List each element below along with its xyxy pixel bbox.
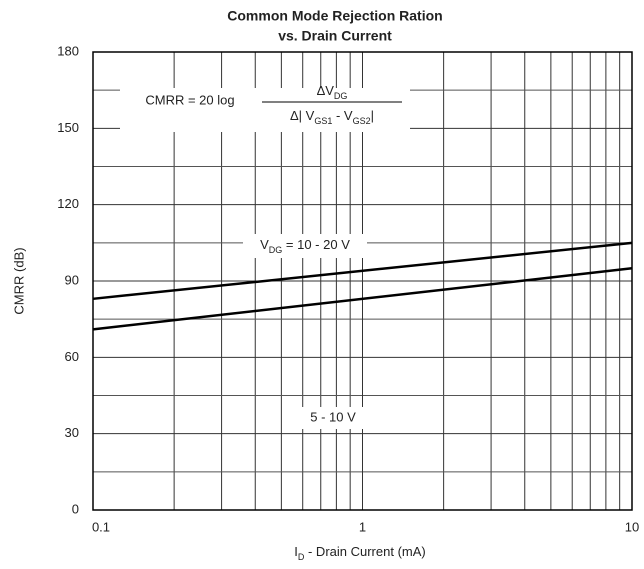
- series-label-part: = 10 - 20 V: [282, 237, 350, 252]
- x-axis-label-part: D: [298, 552, 305, 562]
- label-background: [243, 234, 367, 258]
- x-axis-label: ID - Drain Current (mA): [294, 544, 425, 562]
- x-tick-label: 0.1: [92, 519, 110, 534]
- formula-denominator-part: GS1: [314, 116, 332, 126]
- y-tick-label: 150: [57, 120, 79, 135]
- y-tick-label: 0: [72, 501, 79, 516]
- data-line: [92, 267, 633, 331]
- formula-denominator: Δ| VGS1 - VGS2|: [290, 108, 374, 126]
- label-background: [120, 88, 410, 132]
- x-axis-label-part: - Drain Current (mA): [304, 544, 425, 559]
- y-tick-label: 60: [65, 349, 79, 364]
- label-background: [295, 407, 371, 429]
- series-label: 5 - 10 V: [310, 409, 356, 424]
- y-tick-label: 30: [65, 425, 79, 440]
- series-label: VDG = 10 - 20 V: [260, 237, 350, 255]
- formula-denominator-part: - V: [332, 108, 353, 123]
- y-tick-label: 90: [65, 272, 79, 287]
- plot-frame: [92, 51, 633, 511]
- formula-numerator-part: DG: [334, 91, 348, 101]
- x-tick-label: 10: [625, 519, 639, 534]
- formula-numerator-part: ΔV: [317, 83, 335, 98]
- series-label-part: V: [260, 237, 269, 252]
- x-tick-label: 1: [359, 519, 366, 534]
- y-tick-label: 120: [57, 196, 79, 211]
- x-axis-label-part: I: [294, 544, 298, 559]
- data-line: [92, 241, 633, 301]
- formula-denominator-part: |: [371, 108, 374, 123]
- y-axis-label: CMRR (dB): [11, 247, 26, 314]
- formula-numerator: ΔVDG: [317, 83, 348, 101]
- series-label-part: DG: [269, 245, 283, 255]
- formula-lhs: CMRR = 20 log: [145, 92, 234, 107]
- formula-denominator-part: Δ| V: [290, 108, 315, 123]
- chart-title: Common Mode Rejection Ration: [227, 8, 442, 24]
- y-tick-label: 180: [57, 43, 79, 58]
- chart-title: vs. Drain Current: [278, 28, 392, 44]
- formula-denominator-part: GS2: [353, 116, 371, 126]
